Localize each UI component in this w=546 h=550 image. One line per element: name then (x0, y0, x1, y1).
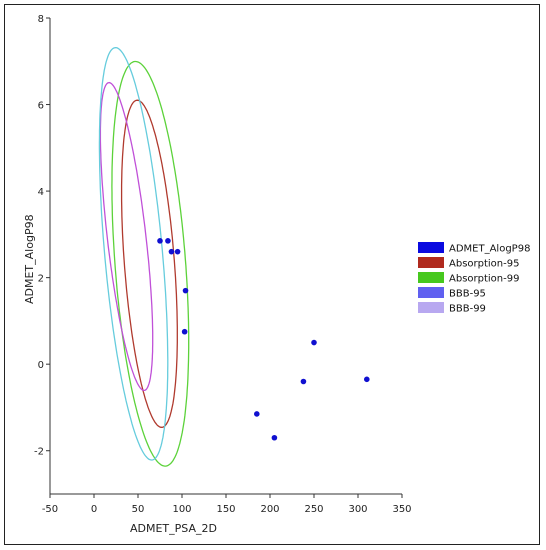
data-point (300, 378, 307, 385)
data-point (157, 238, 163, 244)
plot-area (98, 46, 370, 467)
legend: ADMET_AlogP98 Absorption-95 Absorption-99 B… (418, 242, 530, 315)
data-point (271, 434, 278, 441)
y-tick-label: 8 (38, 14, 44, 25)
legend-swatch (418, 272, 444, 283)
x-tick-label: 50 (132, 504, 145, 515)
data-point (253, 411, 260, 417)
data-point (311, 339, 317, 346)
y-tick-label: 2 (38, 274, 44, 285)
data-point (168, 248, 175, 255)
x-tick-label: 250 (304, 504, 323, 515)
x-tick-label: 100 (172, 504, 191, 515)
legend-label: Absorption-95 (449, 259, 519, 270)
y-tick-label: 0 (38, 360, 44, 371)
legend-label: BBB-99 (449, 304, 486, 315)
ellipse-absorption-95 (120, 99, 178, 428)
data-point (182, 287, 189, 294)
legend-swatch (418, 242, 444, 253)
x-tick-label: -50 (42, 504, 58, 515)
ellipse-absorption-99 (111, 60, 190, 467)
y-tick-label: -2 (34, 447, 44, 458)
ellipse-bbb-95 (99, 81, 154, 392)
x-tick-label: 200 (260, 504, 279, 515)
axes: -50 0 50 100 150 200 250 300 350 -2 0 2 4 6 8 (34, 14, 412, 515)
y-tick-label: 4 (38, 187, 44, 198)
x-tick-label: 300 (348, 504, 367, 515)
ellipse-bbb-99 (98, 46, 169, 461)
legend-label: Absorption-99 (449, 274, 519, 285)
y-tick-label: 6 (38, 101, 44, 112)
chart-frame (4, 4, 540, 545)
legend-swatch (418, 257, 444, 268)
data-point (165, 238, 171, 244)
y-axis-title: ADMET_AlogP98 (23, 214, 36, 304)
data-point (364, 376, 370, 383)
x-tick-label: 150 (216, 504, 235, 515)
legend-label: BBB-95 (449, 289, 486, 300)
data-point (181, 328, 188, 335)
legend-swatch (418, 287, 444, 298)
x-tick-label: 0 (91, 504, 97, 515)
legend-swatch (418, 302, 444, 313)
legend-label: ADMET_AlogP98 (449, 244, 530, 255)
x-axis-title: ADMET_PSA_2D (130, 522, 217, 535)
data-point (174, 248, 181, 255)
x-tick-label: 350 (392, 504, 411, 515)
